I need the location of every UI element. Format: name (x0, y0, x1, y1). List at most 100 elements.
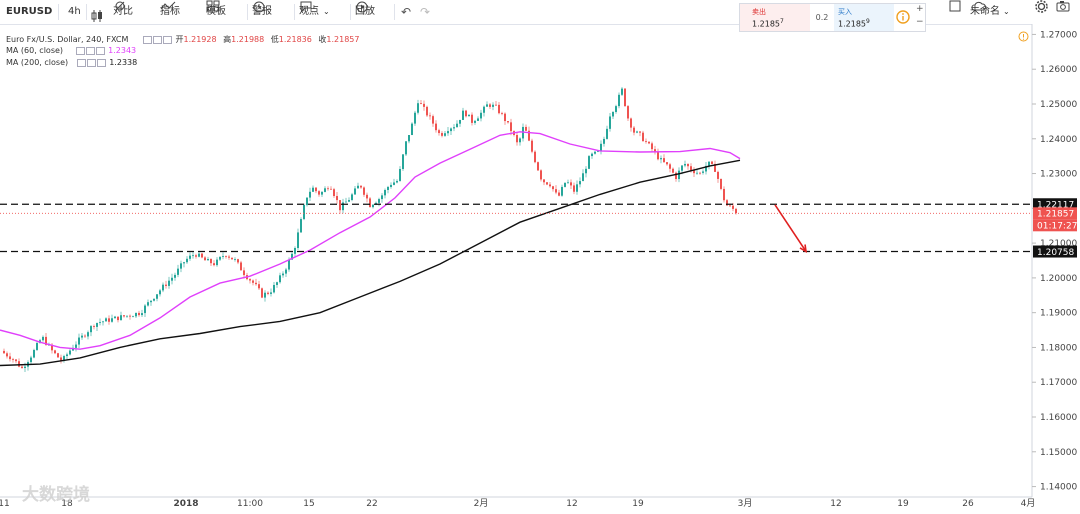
candle-body (255, 282, 257, 285)
candle-body (135, 312, 137, 317)
candle-body (537, 162, 539, 171)
candle-body (348, 199, 350, 202)
candle-body (36, 343, 38, 350)
undo-icon[interactable]: ↶ (401, 5, 412, 19)
candle-body (24, 366, 26, 368)
legend-close-icon[interactable] (96, 58, 106, 67)
ma60-line (0, 131, 741, 350)
candle-body (636, 131, 638, 133)
candle-body (132, 316, 134, 318)
legend-open: 1.21928 (183, 35, 217, 44)
templates-icon (206, 0, 220, 12)
price-axis[interactable]: 1.14000 1.15000 1.16000 1.17000 1.18000 1.190… (1032, 30, 1077, 493)
candle-body (294, 248, 296, 254)
interval-button[interactable]: 4h (68, 6, 81, 17)
buy-sell-panel: 卖出 1.21857 0.2 买入 1.21859 + − (739, 3, 926, 32)
replay-button[interactable]: 回放 (355, 0, 375, 24)
candle-body (606, 128, 608, 139)
candle-body (528, 130, 530, 141)
candle-body (333, 189, 335, 197)
candle-body (465, 110, 467, 117)
alert-info-icon[interactable] (1018, 31, 1029, 42)
buy-price-main: 1.2185 (838, 19, 866, 29)
buy-button[interactable]: 买入 1.21859 (834, 4, 894, 31)
indicators-button[interactable]: 指标 (160, 0, 180, 24)
ideas-button[interactable]: 观点 ⌄ (299, 0, 330, 24)
candle-body (219, 256, 221, 260)
legend-settings-icon[interactable] (86, 58, 96, 67)
candle-body (408, 135, 410, 142)
candle-body (141, 313, 143, 316)
plus-icon[interactable]: + (916, 4, 924, 14)
legend-close-icon[interactable] (95, 46, 105, 55)
candle-body (627, 106, 629, 119)
alarm-clock-icon (253, 1, 265, 13)
sell-button[interactable]: 卖出 1.21857 (740, 4, 810, 31)
legend-eye-icon[interactable] (142, 35, 152, 44)
candle-body (291, 253, 293, 260)
candle-body (420, 103, 422, 105)
level-badge-upper-bg (1033, 198, 1077, 211)
candle-body (198, 253, 200, 257)
layout-name-button[interactable]: 未命名 ⌄ (970, 0, 1010, 24)
compare-button[interactable]: 对比 (113, 0, 133, 24)
time-tick-label: 19 (897, 499, 909, 509)
candle-body (735, 208, 737, 214)
legend-close-icon[interactable] (162, 35, 172, 44)
level-badge-lower-bg (1033, 245, 1077, 258)
candle-body (264, 292, 266, 298)
info-icon[interactable] (896, 10, 910, 24)
buy-label: 买入 (838, 8, 852, 16)
candle-body (111, 318, 113, 322)
legend-settings-icon[interactable] (85, 46, 95, 55)
candle-body (300, 219, 302, 233)
candle-body (402, 154, 404, 170)
candle-body (405, 141, 407, 155)
symbol-search-button[interactable]: EURUSD (6, 6, 53, 17)
candle-body (426, 106, 428, 116)
legend-ma60[interactable]: MA (60, close) 1.2343 (6, 46, 136, 55)
candle-body (723, 188, 725, 201)
horizontal-levels[interactable] (0, 203, 1032, 253)
time-tick-label: 19 (632, 499, 644, 509)
alert-button[interactable]: 警报 (252, 0, 272, 24)
candle-body (531, 140, 533, 152)
candle-body (471, 114, 473, 123)
time-tick-label: 2月 (474, 498, 489, 509)
candle-body (315, 187, 317, 192)
down-arrow-annotation[interactable] (774, 204, 808, 253)
candle-body (327, 188, 329, 190)
candle-body (462, 110, 464, 120)
minus-icon[interactable]: − (916, 17, 924, 27)
templates-button[interactable]: 模板 (206, 0, 226, 24)
candle-body (33, 349, 35, 358)
candle-body (357, 185, 359, 189)
candle-body (672, 168, 674, 173)
legend-ma200[interactable]: MA (200, close) 1.2338 (6, 58, 137, 67)
candle-body (129, 315, 131, 317)
chart-type-button[interactable] (91, 0, 103, 24)
candle-body (693, 170, 695, 174)
candle-body (240, 262, 242, 271)
candle-body (138, 312, 140, 316)
legend-ma200-value: 1.2338 (109, 58, 138, 67)
candle-body (177, 268, 179, 275)
candle-body (483, 106, 485, 113)
candle-body (261, 288, 263, 298)
candle-body (69, 350, 71, 355)
legend-eye-icon[interactable] (75, 46, 85, 55)
candle-body (288, 259, 290, 270)
redo-icon[interactable]: ↷ (420, 5, 431, 19)
time-tick-label: 11:00 (237, 499, 263, 509)
candle-body (282, 273, 284, 276)
legend-eye-icon[interactable] (76, 58, 86, 67)
price-tick-label: 1.24000 (1040, 135, 1077, 145)
price-tick-label: 1.25000 (1040, 100, 1077, 110)
candle-body (645, 141, 647, 142)
time-axis[interactable]: 11 18 2018 11:00 15 22 2月 12 19 3月 12 19 26 4月 (0, 498, 1035, 509)
toolbar-divider (294, 4, 295, 20)
legend-settings-icon[interactable] (152, 35, 162, 44)
candle-body (114, 316, 116, 319)
candle-body (336, 196, 338, 201)
